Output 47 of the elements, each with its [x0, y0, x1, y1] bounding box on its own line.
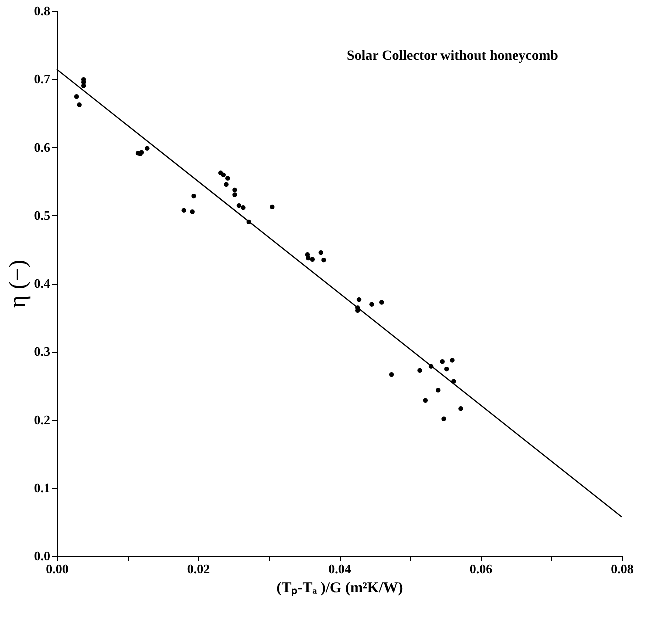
point — [145, 146, 150, 151]
y-axis-title: η (−) — [5, 260, 32, 308]
point — [322, 258, 326, 263]
point — [444, 366, 450, 372]
point — [458, 406, 464, 412]
point — [310, 257, 316, 262]
point — [192, 194, 196, 199]
y-tick-label: 0.4 — [34, 276, 51, 291]
x-tick-label: 0.02 — [187, 562, 210, 576]
y-tick-label: 0.0 — [34, 548, 50, 564]
point — [190, 210, 195, 214]
point — [370, 302, 374, 307]
y-tick-label: 0.7 — [34, 72, 51, 87]
y-tick-label: 0.8 — [34, 4, 51, 18]
point — [236, 203, 242, 208]
point — [356, 298, 362, 302]
point — [182, 208, 186, 213]
point — [77, 102, 82, 108]
point — [232, 192, 238, 198]
x-axis-title: (Tₚ-Tₐ )/G (m²K/W) — [276, 580, 404, 596]
point — [380, 300, 384, 305]
y-tick-label: 0.2 — [34, 412, 50, 428]
point — [436, 388, 441, 393]
x-tick-label: 0.00 — [46, 562, 69, 576]
point — [440, 360, 445, 364]
y-tick-label: 0.5 — [34, 208, 51, 223]
point — [389, 372, 394, 378]
point — [221, 172, 226, 178]
point — [423, 398, 428, 404]
y-tick-label: 0.3 — [34, 344, 51, 360]
point — [232, 188, 238, 193]
point — [450, 358, 455, 363]
point — [418, 368, 422, 374]
point — [306, 256, 311, 261]
point — [226, 176, 230, 181]
point — [442, 416, 446, 422]
point — [74, 94, 80, 100]
point — [241, 206, 246, 210]
point — [270, 204, 275, 210]
y-tick-label: 0.6 — [34, 140, 51, 155]
x-tick-label: 0.06 — [470, 562, 494, 576]
x-tick-label: 0.04 — [328, 562, 352, 576]
x-tick-label: 0.08 — [611, 562, 634, 576]
point — [224, 182, 229, 188]
y-tick-label: 0.1 — [34, 480, 50, 496]
annotation: Solar Collector without honeycomb — [347, 49, 559, 64]
point — [318, 250, 324, 256]
